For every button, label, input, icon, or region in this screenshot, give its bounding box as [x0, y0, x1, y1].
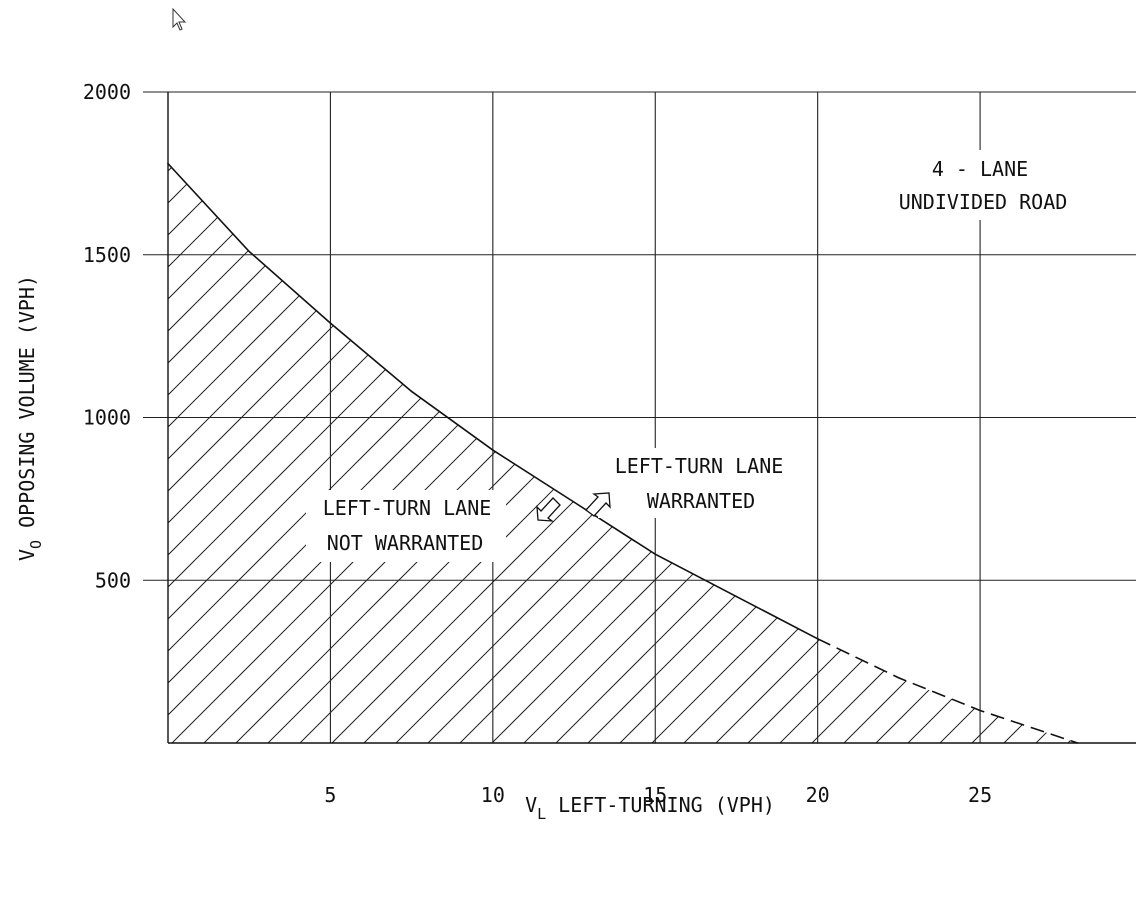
- y-tick-label-2000: 2000: [83, 80, 131, 104]
- warranted-label-bg: [598, 448, 798, 518]
- hatch-line: [168, 163, 841, 744]
- x-tick-label-15: 15: [643, 783, 667, 807]
- hatch-line: [331, 163, 1033, 744]
- y-tick-label-500: 500: [95, 568, 131, 592]
- hatch-line: [168, 163, 713, 744]
- tick-labels: 5 10 15 20 25 500 1000 1500 2000: [83, 80, 992, 807]
- not-warranted-label-line2: NOT WARRANTED: [327, 531, 484, 555]
- curve-dashed-segment: [817, 638, 1078, 744]
- curve-point-7: [735, 595, 738, 598]
- hatch-line: [715, 163, 1078, 744]
- hatch-line: [1100, 43, 1136, 743]
- hatch-line: [939, 163, 1078, 744]
- road-type-label-line2: UNDIVIDED ROAD: [899, 190, 1068, 214]
- hatch-line: [427, 163, 1078, 744]
- hatch-line: [168, 163, 297, 744]
- curve-point-5: [573, 501, 575, 503]
- hatch-line: [555, 163, 1078, 744]
- hatch-line: [168, 163, 553, 744]
- hatch-line: [523, 163, 1078, 744]
- hatch-line: [168, 163, 681, 744]
- curve-point-9: [898, 677, 900, 679]
- axes: [167, 92, 1136, 744]
- x-tick-label-20: 20: [806, 783, 830, 807]
- hatch-line: [171, 163, 873, 744]
- hatch-line: [907, 163, 1078, 744]
- x-axis-label: VL LEFT-TURNING (VPH): [525, 793, 775, 823]
- hatch-line: [168, 163, 425, 744]
- hatch-line: [168, 163, 361, 744]
- hatch-line: [843, 163, 1078, 744]
- hatch-line: [875, 163, 1078, 744]
- hatch-line: [1003, 163, 1078, 744]
- warranted-label-line1: LEFT-TURN LANE: [615, 454, 784, 478]
- curve-point-6: [654, 553, 657, 556]
- hatch-line: [459, 163, 1078, 744]
- hatch-line: [168, 163, 809, 744]
- hatch-line: [168, 163, 521, 744]
- arrow-down-left-icon: [536, 497, 561, 522]
- y-tick-label-1000: 1000: [83, 406, 131, 430]
- curve-point-0: [167, 162, 169, 165]
- threshold-curve: [167, 162, 1079, 744]
- curve-point-3: [410, 390, 413, 393]
- mouse-cursor-icon: [172, 7, 187, 31]
- hatch-line: [971, 163, 1078, 744]
- warranted-label-line2: WARRANTED: [647, 489, 755, 513]
- hatch-line: [395, 163, 1078, 744]
- arrow-up-right-icon: [585, 492, 611, 517]
- hatch-line: [267, 163, 969, 744]
- hatch-line: [203, 163, 905, 744]
- curve-point-8: [816, 638, 819, 640]
- not-warranted-label-bg: [306, 490, 506, 562]
- road-type-label-bg: [880, 150, 1080, 220]
- hatch-line: [747, 163, 1078, 744]
- curve-point-4: [492, 449, 494, 451]
- not-warranted-label-line1: LEFT-TURN LANE: [323, 496, 492, 520]
- hatch-line: [1067, 163, 1078, 744]
- hatch-line: [683, 163, 1078, 744]
- x-tick-label-25: 25: [968, 783, 992, 807]
- hatch-line: [168, 163, 457, 744]
- y-axis-label: VO OPPOSING VOLUME (VPH): [15, 275, 45, 561]
- y-tick-label-1500: 1500: [83, 243, 131, 267]
- x-tick-label-10: 10: [481, 783, 505, 807]
- hatch-line: [811, 163, 1078, 744]
- hatch-line: [491, 163, 1078, 744]
- curve-point-2: [329, 322, 332, 324]
- hatch-line: [168, 163, 585, 744]
- hatch-line: [168, 163, 745, 744]
- hatch-line: [235, 163, 937, 744]
- hatch-line: [779, 163, 1078, 744]
- hatch-line: [168, 163, 329, 744]
- curve-point-1: [248, 250, 251, 253]
- curve-point-10: [979, 709, 981, 712]
- shaded-region: [168, 43, 1136, 744]
- hatch-line: [363, 163, 1065, 744]
- hatch-line: [619, 163, 1078, 744]
- hatch-line: [587, 163, 1078, 744]
- hatch-line: [168, 163, 617, 744]
- curve-point-11: [1076, 742, 1079, 744]
- grid: [143, 91, 1136, 743]
- x-tick-label-5: 5: [324, 783, 336, 807]
- hatch-line: [1132, 43, 1136, 743]
- road-type-label-line1: 4 - LANE: [932, 157, 1028, 181]
- hatch-line: [168, 163, 393, 744]
- hatch-line: [168, 163, 649, 744]
- hatch-line: [168, 163, 777, 744]
- hatch-line: [168, 163, 265, 744]
- hatch-line: [1035, 163, 1078, 744]
- hatch-line: [299, 163, 1001, 744]
